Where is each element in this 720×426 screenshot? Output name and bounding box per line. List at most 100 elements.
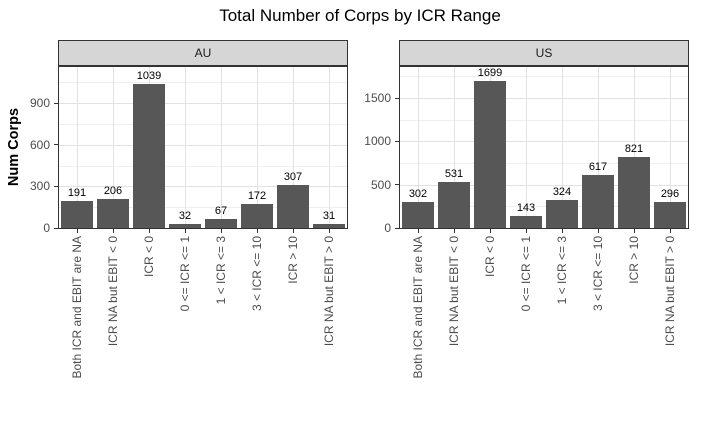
x-tick [525, 229, 527, 233]
bar-value-label: 531 [444, 167, 464, 180]
gridline-major-v [256, 67, 258, 228]
x-category-label: ICR < 0 [142, 236, 156, 278]
bar [97, 199, 129, 228]
bar-value-label: 32 [178, 209, 192, 222]
x-category-label: ICR > 10 [627, 236, 641, 284]
bar [546, 199, 578, 228]
gridline-minor-h [400, 76, 688, 78]
y-tick-label: 1500 [364, 91, 391, 106]
bar [402, 201, 434, 228]
x-tick [561, 229, 563, 233]
gridline-major-h [59, 144, 347, 146]
x-tick [597, 229, 599, 233]
x-tick [417, 229, 419, 233]
x-category-label: 3 < ICR <= 10 [250, 236, 264, 312]
gridline-major-h [400, 141, 688, 143]
x-tick [148, 229, 150, 233]
x-category-label: 1 < ICR <= 3 [214, 236, 228, 305]
gridline-major-h [400, 184, 688, 186]
x-tick [256, 229, 258, 233]
y-tick [54, 185, 58, 187]
x-tick [292, 229, 294, 233]
bar-value-label: 206 [103, 185, 123, 198]
gridline-major-v [292, 67, 294, 228]
y-tick [395, 227, 399, 229]
x-tick [633, 229, 635, 233]
bar [618, 156, 650, 228]
facet-panel-au: 191 206 1039 32 67 172 307 31 [58, 66, 348, 229]
y-tick [54, 227, 58, 229]
y-tick [54, 102, 58, 104]
x-category-label: Both ICR and EBIT are NA [411, 236, 425, 379]
gridline-major-v [561, 67, 563, 228]
x-category-label: ICR NA but EBIT < 0 [106, 236, 120, 347]
facet-panel-us: 302 531 1699 143 324 617 821 296 [399, 66, 689, 229]
gridline-major-h [400, 98, 688, 100]
x-category-label: 0 <= ICR <= 1 [178, 236, 192, 312]
bar-value-label: 617 [588, 160, 608, 173]
bar-value-label: 191 [67, 187, 87, 200]
bar [277, 185, 309, 228]
gridline-minor-h [400, 163, 688, 164]
gridline-major-v [417, 67, 419, 228]
gridline-minor-h [400, 206, 688, 208]
y-tick-label: 900 [29, 96, 50, 111]
gridline-minor-h [59, 165, 347, 167]
y-tick [54, 144, 58, 146]
bar-value-label: 296 [660, 188, 680, 201]
gridline-major-h [59, 103, 347, 105]
bar [510, 215, 542, 228]
bar-value-label: 31 [322, 209, 336, 222]
gridline-major-h [59, 186, 347, 188]
y-tick-label: 300 [29, 179, 50, 194]
bar-value-label: 302 [408, 187, 428, 200]
y-tick-label: 1000 [364, 134, 391, 149]
gridline-major-v [669, 67, 671, 228]
bar-value-label: 143 [516, 201, 536, 214]
facet-strip-au: AU [58, 40, 348, 66]
x-tick [669, 229, 671, 233]
x-tick [220, 229, 222, 233]
gridline-minor-h [59, 82, 347, 84]
gridline-major-v [453, 67, 455, 228]
x-category-label: 0 <= ICR <= 1 [519, 236, 533, 312]
bar-value-label: 1699 [477, 66, 503, 79]
x-tick [453, 229, 455, 233]
bar-value-label: 307 [283, 171, 303, 184]
facet-strip-us: US [399, 40, 689, 66]
y-tick [395, 184, 399, 186]
x-category-label: 1 < ICR <= 3 [555, 236, 569, 305]
y-tick [395, 140, 399, 142]
bar [61, 201, 93, 228]
x-tick [184, 229, 186, 233]
bar-value-label: 821 [624, 142, 644, 155]
bar-value-label: 324 [552, 185, 572, 198]
bar [438, 181, 470, 228]
x-tick [112, 229, 114, 233]
gridline-major-v [220, 67, 222, 228]
y-tick-label: 0 [384, 221, 391, 235]
gridline-major-v [184, 67, 186, 228]
x-category-label: ICR NA but EBIT > 0 [322, 236, 336, 347]
bar [241, 204, 273, 228]
bar [313, 223, 345, 228]
x-category-label: Both ICR and EBIT are NA [70, 236, 84, 379]
y-tick-label: 500 [370, 177, 391, 192]
x-tick [76, 229, 78, 233]
x-category-label: ICR < 0 [483, 236, 497, 278]
x-tick [489, 229, 491, 233]
gridline-minor-h [59, 123, 347, 125]
gridline-major-v [597, 67, 599, 228]
bar [133, 83, 165, 228]
x-tick [328, 229, 330, 233]
x-category-label: ICR > 10 [286, 236, 300, 284]
y-tick-label: 600 [29, 137, 50, 152]
gridline-minor-h [59, 207, 347, 209]
facet-label: US [535, 46, 553, 60]
x-category-label: 3 < ICR <= 10 [591, 236, 605, 312]
gridline-major-v [112, 67, 114, 228]
bar [205, 218, 237, 228]
gridline-major-v [76, 67, 78, 228]
bar [474, 80, 506, 228]
